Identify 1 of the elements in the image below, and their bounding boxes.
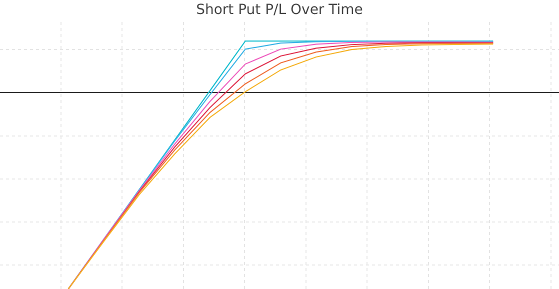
chart-title: Short Put P/L Over Time	[196, 2, 363, 18]
